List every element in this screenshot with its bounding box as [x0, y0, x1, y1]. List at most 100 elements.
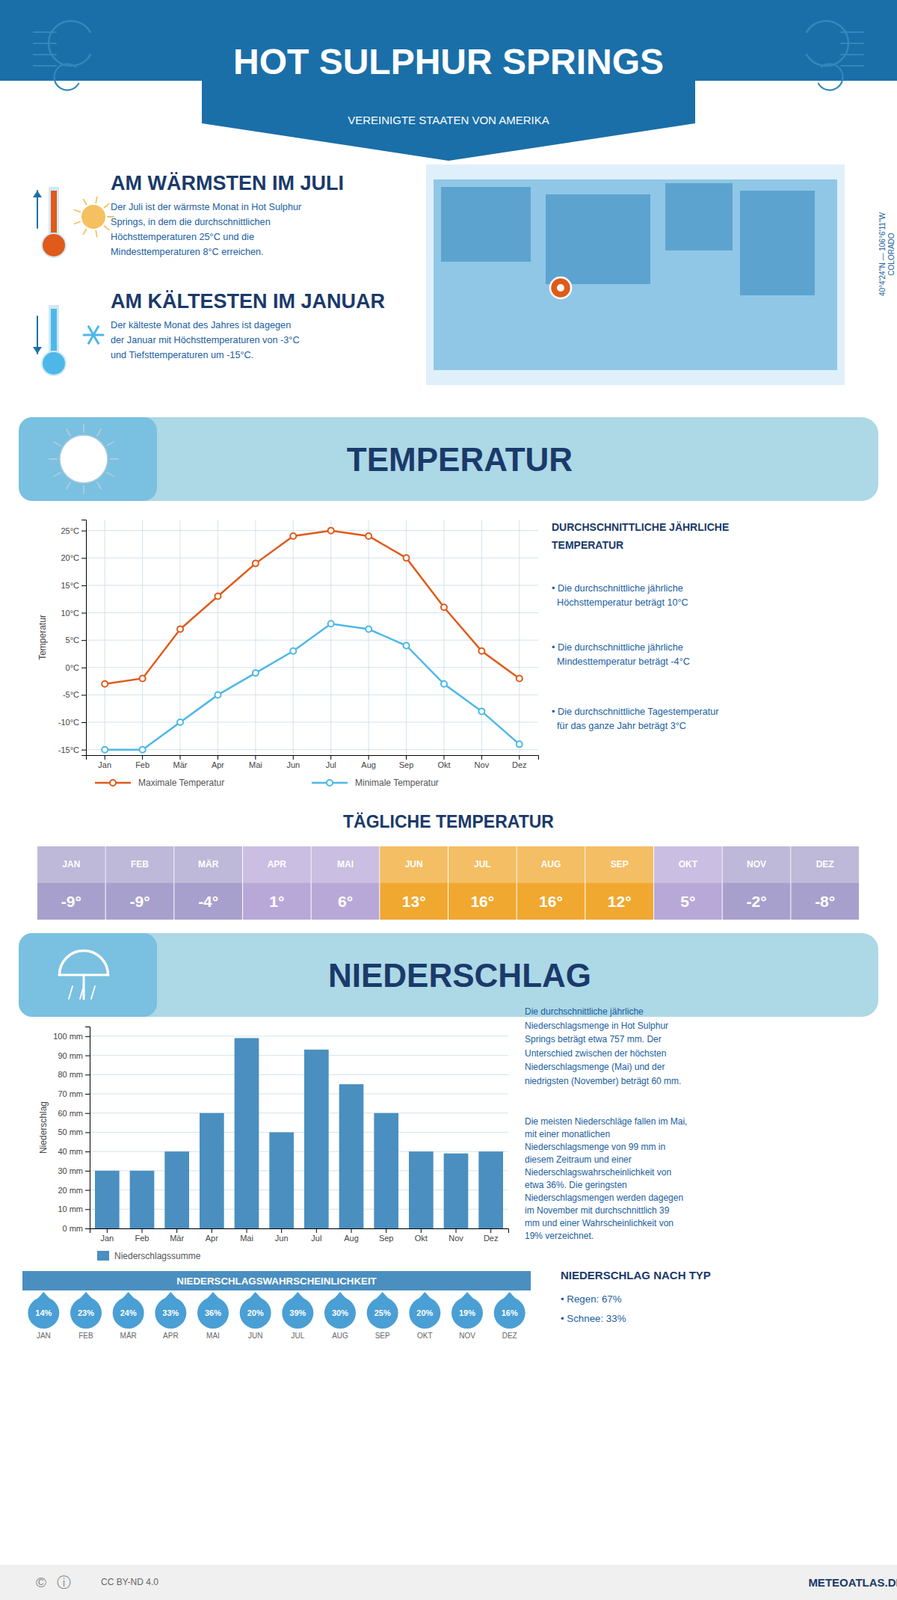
rain-drop	[79, 985, 84, 999]
banner-sun	[59, 435, 108, 483]
text-line: mit einer monatlichen	[524, 1128, 610, 1140]
grid-line-x	[142, 519, 143, 755]
footer-background	[0, 1564, 897, 1600]
data-label: 20%	[416, 1308, 433, 1318]
y-axis-title: Temperatur	[37, 614, 48, 661]
series-marker	[516, 674, 523, 681]
grid-line-x	[330, 519, 332, 755]
plot-area	[94, 1037, 504, 1229]
x-tick-mark	[293, 754, 294, 760]
x-tick-mark	[518, 754, 520, 760]
y-tick-label: 10°C	[60, 608, 80, 618]
legend: Maximale TemperaturMinimale Temperatur	[94, 777, 439, 788]
text-line: 19% verzeichnet.	[524, 1230, 594, 1241]
thermometer-bulb	[41, 351, 66, 376]
text-line: 36%	[204, 1308, 222, 1318]
y-tick-label: 80 mm	[57, 1069, 83, 1079]
x-tick-label: Jun	[275, 1233, 289, 1243]
x-tick-mark	[246, 1228, 248, 1233]
category-label: AUG	[331, 1331, 349, 1340]
sun-ray	[104, 204, 110, 208]
category-label: JUL	[290, 1331, 305, 1340]
table-cell-header	[174, 846, 243, 883]
x-tick-label: Apr	[205, 1233, 219, 1243]
y-tick-label: 30 mm	[57, 1166, 83, 1176]
series-marker	[290, 648, 297, 655]
wind-line	[840, 42, 864, 45]
x-tick-mark	[254, 754, 256, 760]
droplet-mark	[494, 1296, 526, 1329]
category-label: DEZ	[502, 1331, 518, 1340]
x-tick-label: Jan	[97, 760, 112, 770]
x-tick-label: Feb	[135, 1233, 150, 1243]
license-icon: ⓘ	[56, 1574, 72, 1590]
grid	[85, 519, 539, 755]
text-line: Niederschlagsmenge (Mai) und der	[524, 1061, 665, 1072]
text-line: FEB	[78, 1331, 94, 1340]
grid-line-y	[89, 1093, 509, 1095]
text-line: Die meisten Niederschläge fallen im Mai,	[524, 1116, 687, 1127]
text-line: 19%	[458, 1308, 476, 1318]
x-tick-mark	[217, 754, 219, 760]
data-label: 16°	[470, 892, 495, 910]
table-cell-header	[311, 846, 380, 883]
y-tick-mark	[81, 749, 86, 751]
text-line: CC BY-ND 4.0	[100, 1576, 159, 1587]
category-label: SEP	[610, 858, 629, 870]
y-tick-label: -10°C	[58, 717, 80, 727]
text-line: 25%	[374, 1308, 391, 1318]
text-line: TEMPERATUR	[551, 538, 624, 551]
x-tick: Aug	[343, 1228, 359, 1243]
license-text: CC BY-ND 4.0	[100, 1576, 159, 1587]
text-line: OKT	[417, 1331, 433, 1340]
text-line: Der kälteste Monat des Jahres ist dagege…	[110, 319, 291, 331]
arrow-head	[32, 190, 42, 198]
data-label: 39%	[289, 1308, 306, 1318]
x-tick-label: Mär	[173, 760, 188, 770]
x-tick: Jun	[275, 1228, 289, 1243]
header-banner	[201, 0, 696, 161]
text-line: 20%	[416, 1308, 433, 1318]
droplet	[197, 1291, 229, 1329]
category-label: JUN	[248, 1331, 263, 1340]
arrow-head	[32, 346, 42, 354]
bar	[408, 1151, 434, 1229]
y-tick: 15°C	[60, 580, 86, 590]
data-label: 5°	[680, 892, 696, 910]
grid	[89, 1036, 509, 1229]
category-label: FEB	[130, 858, 149, 870]
series-line	[104, 530, 520, 684]
category-label: APR	[162, 1331, 179, 1340]
text-line: SEP	[375, 1331, 391, 1340]
series-marker	[365, 532, 372, 539]
text-line: MÄR	[198, 858, 220, 870]
legend-label: Minimale Temperatur	[355, 777, 439, 788]
bar	[478, 1151, 504, 1229]
y-tick: 30 mm	[57, 1166, 90, 1176]
y-tick-mark	[85, 1151, 90, 1152]
y-tick-label: 5°C	[65, 635, 80, 645]
grid-line-y	[89, 1131, 509, 1133]
text-line: • Die durchschnittliche jährliche	[551, 642, 684, 653]
x-tick-mark	[385, 1228, 387, 1233]
y-tick-label: 10 mm	[57, 1204, 83, 1214]
droplet	[494, 1291, 526, 1329]
x-tick-label: Okt	[437, 760, 450, 770]
x-tick: Dez	[512, 754, 527, 770]
x-tick-mark	[405, 754, 407, 760]
x-tick: Jan	[97, 754, 112, 770]
y-tick-label: 50 mm	[57, 1127, 83, 1137]
average-bullet: • Die durchschnittliche Tagestemperatur …	[551, 706, 720, 732]
sun-ray	[74, 221, 81, 224]
table-cell	[790, 846, 859, 920]
wind-swirl	[818, 64, 844, 91]
x-tick-label: Sep	[399, 760, 415, 770]
sun	[81, 204, 106, 229]
droplet-mark	[324, 1296, 356, 1329]
bar	[234, 1037, 260, 1229]
text-line: Niederschlagsmenge von 99 mm in	[524, 1141, 666, 1152]
text-line: DEZ	[502, 1331, 518, 1340]
droplet	[324, 1291, 356, 1329]
x-tick-label: Sep	[378, 1233, 394, 1243]
category-label: JUL	[473, 858, 492, 870]
